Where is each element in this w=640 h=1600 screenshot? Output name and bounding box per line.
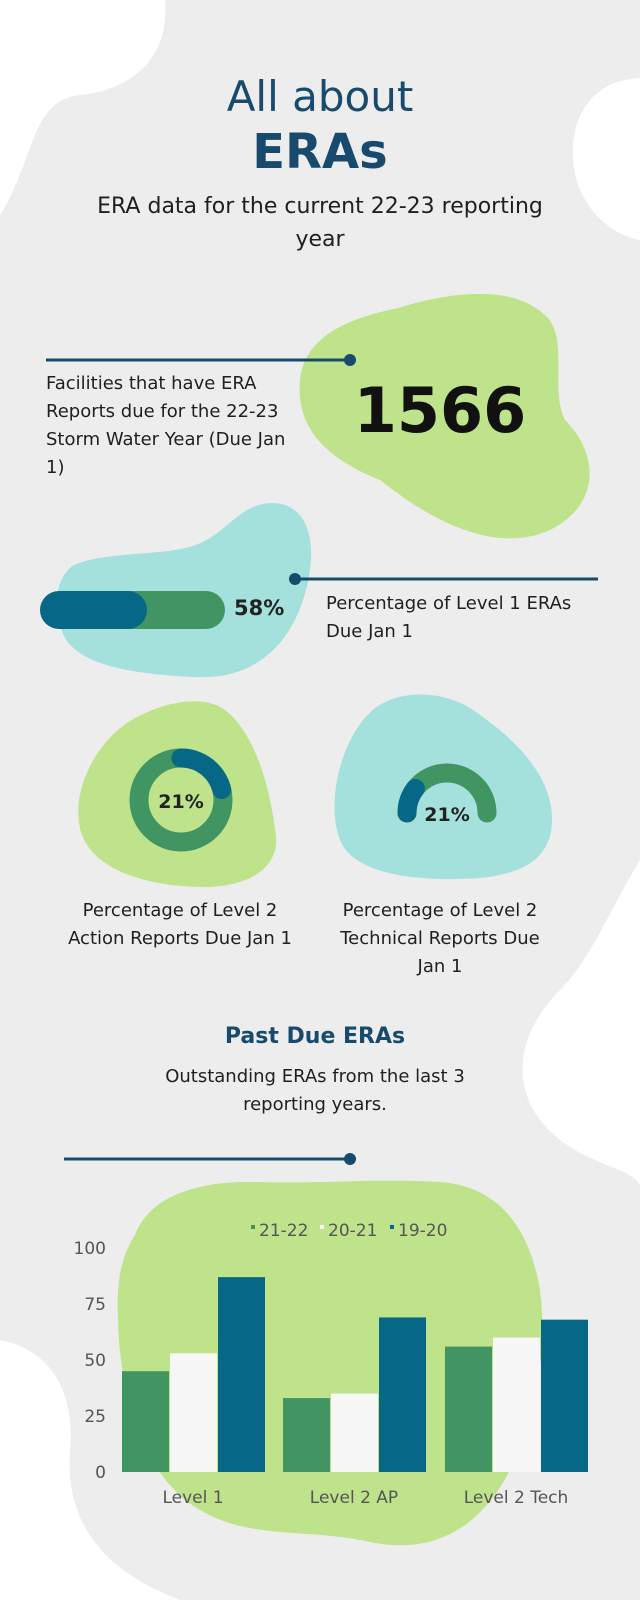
y-tick-label: 0 — [95, 1463, 106, 1483]
bar — [445, 1346, 492, 1472]
donut-value: 21% — [158, 791, 203, 813]
level1-progress-fill — [40, 591, 148, 629]
donut-gauge — [129, 748, 233, 852]
bar — [493, 1337, 540, 1472]
legend-swatch — [320, 1225, 324, 1229]
bar — [170, 1353, 217, 1472]
bar — [331, 1393, 378, 1472]
facilities-count: 1566 — [353, 374, 527, 447]
white-circle-top-right — [572, 78, 640, 240]
arc-fill — [397, 778, 425, 823]
y-tick-label: 50 — [84, 1351, 106, 1371]
connector-dot-facilities — [344, 354, 356, 366]
bar — [218, 1277, 265, 1472]
bar — [122, 1371, 169, 1472]
y-tick-label: 100 — [74, 1239, 106, 1259]
bar — [541, 1319, 588, 1472]
x-tick-label: Level 2 Tech — [464, 1488, 569, 1508]
page-subtitle: ERA data for the current 22-23 reporting… — [97, 194, 543, 252]
white-wave-top-left — [0, 0, 166, 215]
arc-gauge — [397, 763, 497, 823]
page-title-line2: ERAs — [252, 124, 388, 180]
connector-dot-level1 — [289, 573, 301, 585]
x-tick-label: Level 2 AP — [310, 1488, 398, 1508]
bar — [379, 1317, 426, 1472]
past-due-title: Past Due ERAs — [224, 1024, 406, 1049]
green-blob-donut — [78, 701, 277, 888]
legend-swatch — [251, 1225, 255, 1229]
y-tick-label: 25 — [84, 1407, 106, 1427]
donut-fill — [171, 748, 232, 800]
legend-label: 19-20 — [398, 1221, 447, 1241]
past-due-bar-chart: 0 25 50 75 100 Level 1 Level 2 AP Level 2 Tech 2… — [74, 1221, 588, 1508]
legend-label: 20-21 — [328, 1221, 377, 1241]
white-wave-right — [522, 860, 640, 1185]
arc-value: 21% — [424, 804, 469, 826]
white-wave-bottom-left — [0, 1340, 180, 1600]
connector-dot-pastdue — [344, 1153, 356, 1165]
level2-action-label: Percentage of Level 2 Action Reports Due… — [68, 900, 292, 949]
facilities-label: Facilities that have ERA Reports due for… — [46, 373, 286, 478]
teal-blob-arc — [334, 694, 552, 880]
teal-blob-bar — [56, 502, 312, 678]
bar — [283, 1398, 330, 1472]
y-tick-label: 75 — [84, 1295, 106, 1315]
level1-progress-bar — [40, 591, 225, 629]
legend-label: 21-22 — [259, 1221, 308, 1241]
x-tick-label: Level 1 — [162, 1488, 223, 1508]
level2-technical-label: Percentage of Level 2 Technical Reports … — [340, 900, 540, 977]
level1-percentage: 58% — [234, 596, 285, 620]
legend-swatch — [390, 1225, 394, 1229]
past-due-subtitle: Outstanding ERAs from the last 3 reporti… — [165, 1066, 465, 1115]
page-title-line1: All about — [226, 72, 414, 121]
green-blob-stat — [299, 293, 590, 539]
level1-label: Percentage of Level 1 ERAs Due Jan 1 — [326, 593, 572, 642]
